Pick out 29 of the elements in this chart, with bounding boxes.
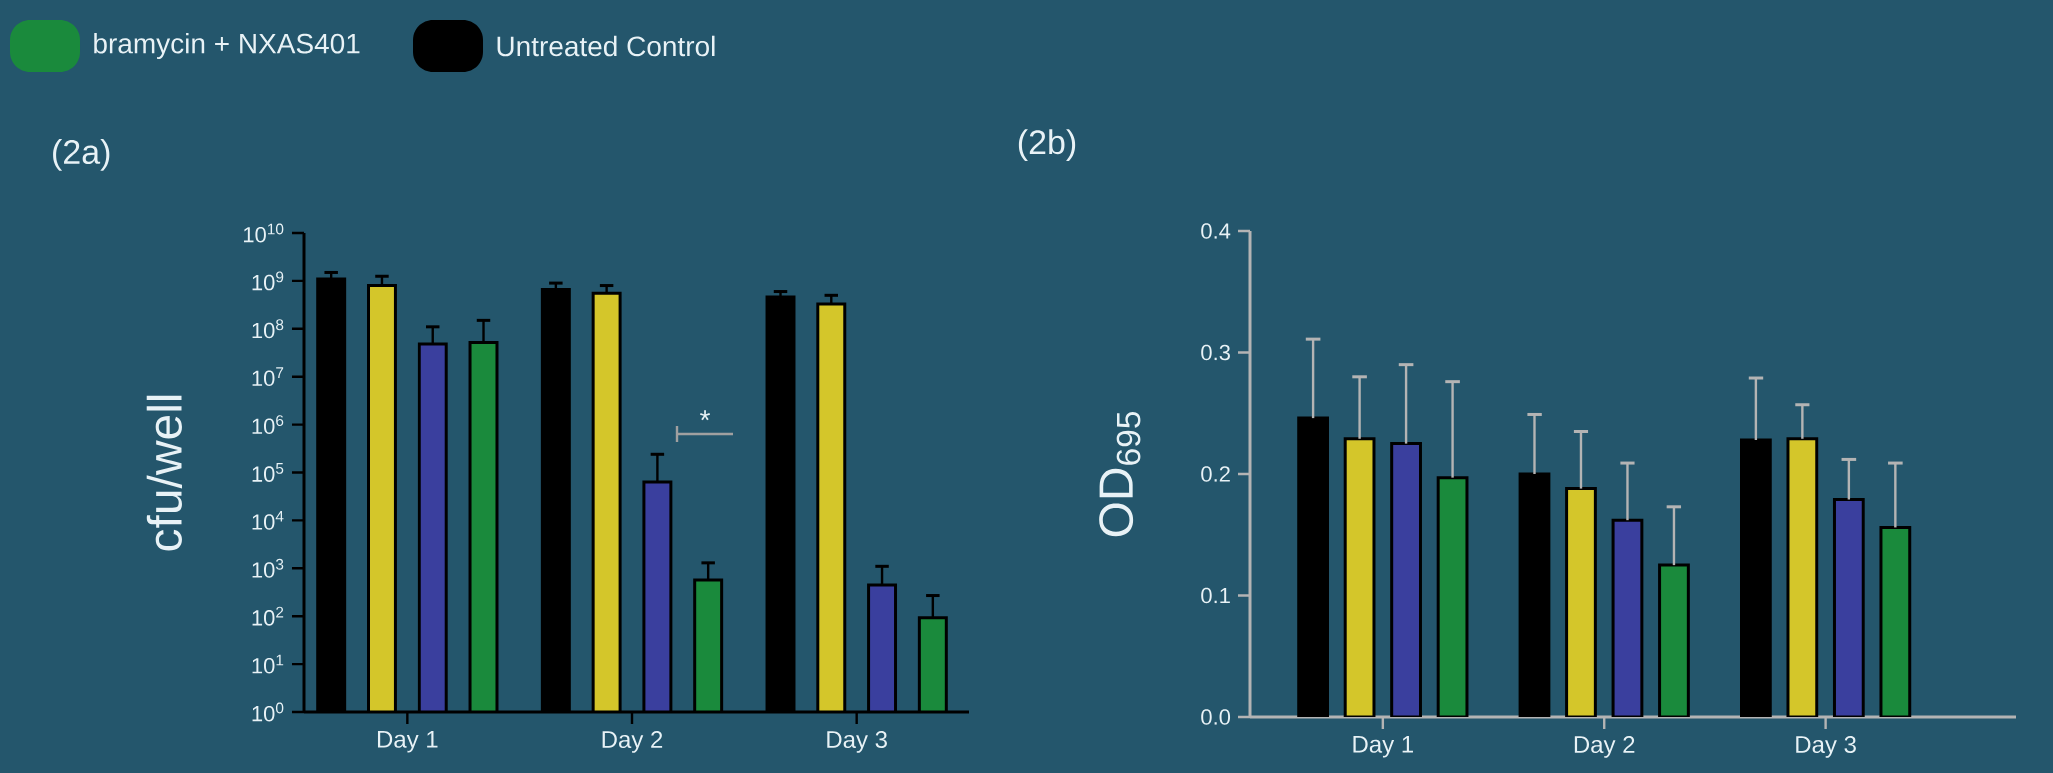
y-tick-label: 0.3: [1201, 344, 1230, 361]
x-tick-label: Day 1: [1353, 736, 1413, 758]
x-tick-label: Day 3: [827, 731, 887, 753]
annotation: *: [700, 410, 711, 421]
y-tick-label: 10$^{2}$: [252, 606, 284, 626]
y-tick-label: 10$^{5}$: [252, 463, 284, 482]
y-tick-label: 10$^{3}$: [252, 558, 284, 578]
y-tick-label: 10$^{7}$: [252, 367, 284, 387]
x-tick-label: Day 1: [377, 731, 438, 753]
y-axis-title: OD$_{695}$: [1099, 411, 1141, 537]
y-tick-label: 10$^{8}$: [252, 319, 284, 339]
x-tick-label: Day 2: [1574, 736, 1635, 758]
legend-label: bramycin + NXAS401: [94, 32, 360, 60]
y-axis-title: cfu/well: [146, 395, 182, 551]
y-tick-label: 0.1: [1201, 587, 1230, 604]
x-tick-label: Day 2: [602, 731, 663, 753]
legend-label: Untreated Control: [497, 35, 715, 57]
y-tick-label: 0.4: [1201, 223, 1231, 239]
y-tick-label: 10$^{4}$: [252, 511, 284, 530]
y-tick-label: 0.0: [1201, 709, 1231, 725]
x-tick-label: Day 3: [1796, 736, 1856, 758]
chart-title: (2a): [53, 139, 110, 171]
y-tick-label: 10$^{6}$: [252, 415, 284, 435]
chart-title: (2b): [1018, 129, 1076, 161]
y-tick-label: 10$^{1}$: [252, 654, 284, 674]
y-tick-label: 10$^{0}$: [252, 702, 284, 722]
y-tick-label: 10$^{9}$: [252, 271, 284, 291]
y-tick-label: 10$^{10}$: [244, 223, 284, 243]
y-tick-label: 0.2: [1201, 466, 1230, 482]
